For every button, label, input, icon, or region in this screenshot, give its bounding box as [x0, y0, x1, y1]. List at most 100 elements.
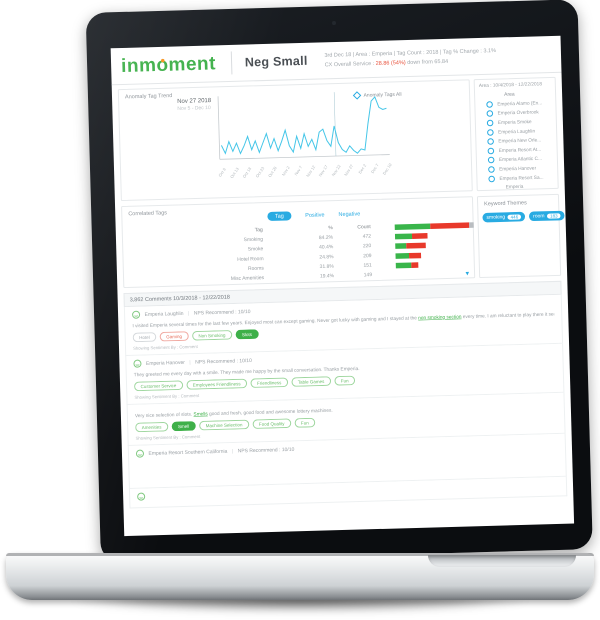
positive-link[interactable]: Positive	[305, 211, 325, 219]
comment-separator: |	[189, 359, 191, 365]
comment-tag-pill[interactable]: Smell	[171, 421, 196, 432]
overall-score-label: CX Overall Service :	[324, 60, 376, 68]
area-checkbox-icon[interactable]	[487, 128, 494, 136]
page-title: Neg Small	[244, 53, 308, 70]
comment-tag-pill[interactable]: Machine Selection	[199, 419, 250, 431]
sentiment-smiley-icon	[131, 310, 141, 319]
x-axis-tick-label: Oct 8	[217, 167, 227, 178]
chevron-down-icon[interactable]: ▾	[465, 268, 470, 277]
x-axis-tick-label: Nov 17	[318, 164, 329, 178]
comment-tag-pill[interactable]: Fun	[294, 417, 316, 428]
comment-text: every time. I am reluctant to play there…	[462, 311, 555, 320]
area-list: Emperia Alamo (En... Emperia Overbrook E…	[475, 98, 557, 184]
x-axis-tick-label: Oct 18	[242, 166, 253, 179]
x-axis-tick-label: Dec 7	[370, 162, 380, 175]
logo-o-flame-icon: o	[156, 53, 169, 76]
area-item-label: Emperia Hanover	[499, 165, 537, 172]
crosshair-line	[333, 92, 337, 157]
pct-cell: 24.8%	[319, 253, 334, 260]
keyword-theme-pill[interactable]: smoking 446	[482, 211, 526, 223]
comment-tag-pill[interactable]: Amenities	[135, 421, 169, 433]
comment-tag-pill[interactable]: Employees Friendliness	[186, 378, 248, 390]
x-axis	[219, 154, 390, 160]
comment-tag-pill[interactable]: Gaming	[159, 331, 189, 342]
header-stats: 3rd Dec 18 | Area : Emperia | Tag Count …	[324, 46, 496, 70]
stacked-bar	[394, 222, 474, 230]
positive-bar-segment	[395, 262, 412, 269]
x-axis-tick-label: Dec 2	[357, 163, 368, 175]
correlated-controls: Tag Positive Negative	[267, 209, 360, 221]
comment-tag-pill[interactable]: Customer Service	[133, 380, 183, 392]
negative-link[interactable]: Negative	[338, 210, 361, 218]
anomaly-trend-line	[220, 96, 387, 155]
comment-tag-pill[interactable]: Friendliness	[250, 377, 288, 389]
negative-bar-segment	[406, 242, 426, 249]
count-cell: 472	[362, 233, 372, 240]
negative-bar-segment	[408, 252, 422, 259]
keyword-pills: smoking 446 room 183	[478, 209, 565, 225]
x-axis-tick-label: Nov 2	[281, 165, 291, 177]
area-checkbox-icon[interactable]	[488, 166, 495, 173]
dashboard-body: Anomaly Tag Trend Nov 27 2018 Nov 5 - De…	[112, 73, 574, 513]
comment-separator: |	[231, 448, 234, 454]
col-count: Count	[357, 224, 371, 231]
sentiment-smiley-icon	[133, 359, 142, 368]
positive-bar-segment	[395, 243, 407, 250]
bar-cap-segment	[469, 222, 474, 228]
x-axis-tick-label: Dec 10	[381, 162, 393, 176]
top-row: Anomaly Tag Trend Nov 27 2018 Nov 5 - De…	[117, 76, 565, 289]
area-item-label: Emperia Resort At...	[498, 146, 542, 154]
count-cell: 149	[363, 272, 373, 278]
area-footer-item[interactable]: Emperia	[505, 184, 524, 190]
laptop-bezel: inmoment Neg Small 3rd Dec 18 | Area : E…	[85, 0, 593, 563]
comment-tag-pill[interactable]: Non Smoking	[191, 330, 233, 341]
laptop-base-notch	[428, 555, 576, 567]
stacked-bar	[395, 262, 419, 269]
tag-cell: Smoking	[243, 236, 264, 243]
comment-tag-pill[interactable]: Hotel	[132, 332, 157, 343]
stacked-bar	[394, 233, 428, 240]
col-tag: Tag	[254, 227, 263, 233]
keyword-theme-pill[interactable]: room 183	[529, 210, 565, 222]
area-checkbox-icon[interactable]	[486, 101, 493, 108]
comment-topic-link[interactable]: non smoking section	[418, 314, 462, 321]
comment-tag-pill[interactable]: Food Quality	[252, 418, 292, 429]
negative-bar-segment	[411, 233, 428, 240]
tag-cell: Hotel Room	[237, 255, 264, 263]
keyword-count-badge: 446	[507, 214, 522, 220]
left-column: Anomaly Tag Trend Nov 27 2018 Nov 5 - De…	[117, 79, 476, 289]
comment-score: NPS Recommend : 10/10	[195, 357, 252, 365]
area-item-label: Emperia Resort Sa...	[499, 174, 544, 182]
comment-tag-pill[interactable]: Fun	[334, 375, 356, 386]
tooltip-date: Nov 27 2018	[177, 96, 212, 105]
inmoment-logo: inmoment	[121, 53, 216, 77]
pct-cell: 19.4%	[319, 273, 335, 280]
tag-tab[interactable]: Tag	[267, 211, 292, 221]
area-checkbox-icon[interactable]	[488, 175, 496, 183]
col-pct: %	[328, 225, 333, 231]
area-checkbox-icon[interactable]	[486, 110, 494, 118]
area-checkbox-icon[interactable]	[487, 147, 495, 155]
area-checkbox-icon[interactable]	[486, 119, 494, 127]
comment-location: Emperia Hanover	[145, 359, 185, 367]
comment-tag-pill[interactable]: Table Games	[291, 376, 331, 387]
comment-tag-pill[interactable]: Slots	[235, 329, 259, 340]
stacked-bar	[395, 242, 426, 250]
correlated-tags-panel: Correlated Tags Tag Positive Negative Ta	[121, 196, 476, 289]
correlated-table: Tag % Count Smoking 84.2% 472 Smoke 40.4…	[178, 222, 373, 285]
tag-cell: Rooms	[247, 265, 264, 272]
positive-bar-segment	[395, 252, 410, 259]
area-item-label: Emperia New Orle...	[498, 137, 542, 145]
tag-cell: Misc Amenities	[230, 275, 265, 282]
count-cell: 209	[363, 252, 372, 259]
comment-topic-link[interactable]: Smells	[193, 411, 208, 418]
area-item-label: Emperia Overbrook	[497, 109, 539, 117]
area-checkbox-icon[interactable]	[487, 138, 494, 145]
comment-list: Emperia Laughlin | NPS Recommend : 10/10 I …	[123, 294, 568, 509]
webcam-dot	[331, 21, 337, 26]
area-checkbox-icon[interactable]	[487, 156, 495, 164]
correlated-rows: Smoking 84.2% 472 Smoke 40.4% 220 Hotel …	[178, 232, 372, 285]
